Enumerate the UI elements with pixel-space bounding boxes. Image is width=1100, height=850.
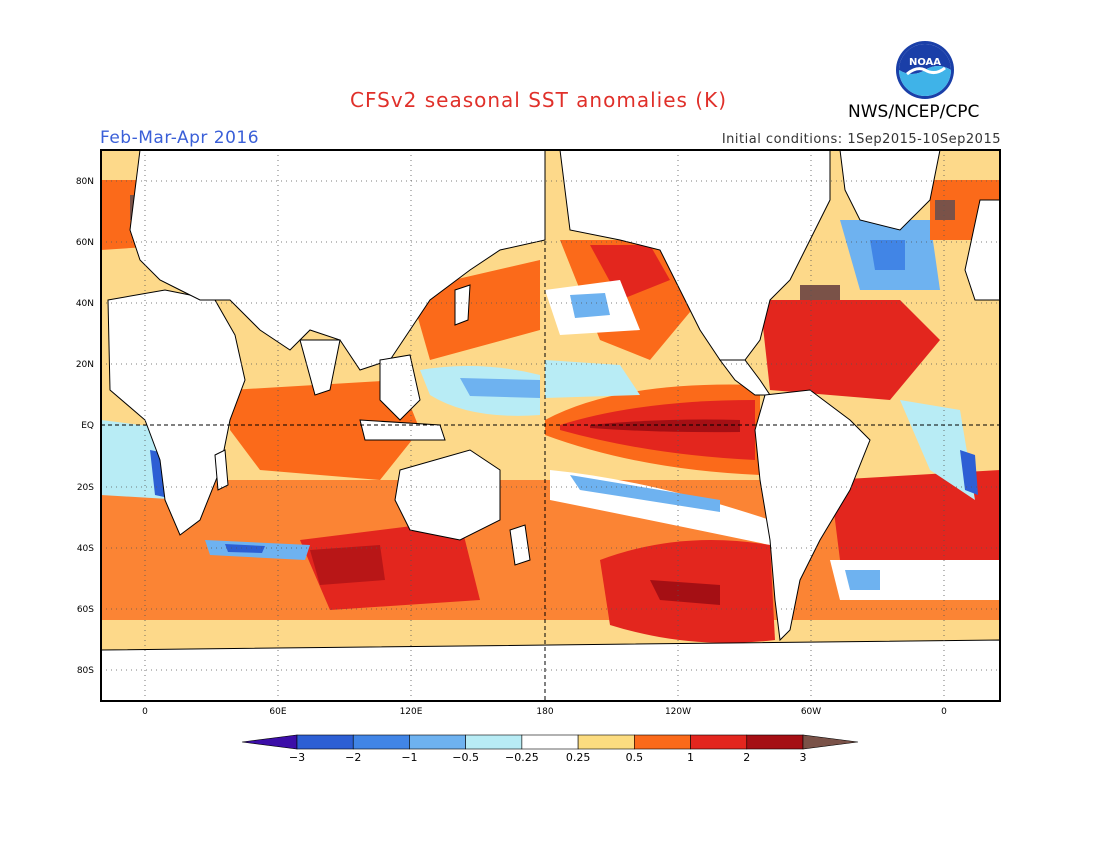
lon-label-60e: 60E — [269, 707, 286, 717]
lon-label-0-east: 0 — [941, 707, 947, 717]
colorbar-bin — [409, 734, 466, 750]
map-title: CFSv2 seasonal SST anomalies (K) — [350, 88, 727, 112]
lat-label-40n: 40N — [76, 299, 94, 309]
colorbar-tick-label: 3 — [800, 751, 807, 764]
colorbar-tick-label: −0.25 — [505, 751, 539, 764]
colorbar: −3 −2 −1 −0.5 −0.25 0.25 0.5 1 2 3 — [241, 734, 859, 764]
colorbar-tick-label: −0.5 — [452, 751, 479, 764]
colorbar-bin — [296, 734, 354, 750]
lat-label-60n: 60N — [76, 238, 94, 248]
forecast-period: Feb-Mar-Apr 2016 — [100, 128, 260, 148]
lat-label-20n: 20N — [76, 360, 94, 370]
colorbar-bin — [634, 734, 691, 750]
lon-axis: 0 60E 120E 180 120W 60W 0 — [142, 707, 947, 717]
lat-label-60s: 60S — [77, 605, 94, 615]
map-frame — [100, 149, 1001, 702]
noaa-logo: NOAA — [896, 41, 954, 99]
colorbar-tick-label: 0.25 — [566, 751, 591, 764]
lat-label-80n: 80N — [76, 177, 94, 187]
lat-label-80s: 80S — [77, 666, 94, 676]
colorbar-tick-label: 2 — [743, 751, 750, 764]
lon-label-60w: 60W — [801, 707, 821, 717]
lat-label-20s: 20S — [77, 483, 94, 493]
lon-label-120e: 120E — [400, 707, 423, 717]
lat-label-40s: 40S — [77, 544, 94, 554]
colorbar-bin — [746, 734, 804, 750]
lon-label-0: 0 — [142, 707, 148, 717]
colorbar-tick-label: 1 — [687, 751, 694, 764]
continents — [101, 150, 1000, 701]
colorbar-tick-label: −3 — [289, 751, 305, 764]
colorbar-bin — [352, 734, 410, 750]
lat-label-eq: EQ — [81, 421, 94, 431]
colorbar-bin-low-extend — [241, 734, 298, 750]
agency-label: NWS/NCEP/CPC — [848, 102, 980, 122]
colorbar-bin — [690, 734, 748, 750]
lon-label-120w: 120W — [665, 707, 691, 717]
colorbar-bin — [577, 734, 635, 750]
lat-axis: 80N 60N 40N 20N EQ 20S 40S 60S 80S — [76, 177, 94, 676]
initial-conditions: Initial conditions: 1Sep2015-10Sep2015 — [721, 132, 1001, 147]
colorbar-tick-label: 0.5 — [626, 751, 644, 764]
noaa-logo-text: NOAA — [909, 57, 941, 68]
lon-label-180: 180 — [536, 707, 553, 717]
colorbar-bin-high-extend — [802, 734, 859, 750]
colorbar-tick-label: −2 — [345, 751, 361, 764]
colorbar-bin — [521, 734, 579, 750]
colorbar-bin — [465, 734, 523, 750]
anomaly-field — [101, 150, 1000, 701]
colorbar-tick-label: −1 — [401, 751, 417, 764]
